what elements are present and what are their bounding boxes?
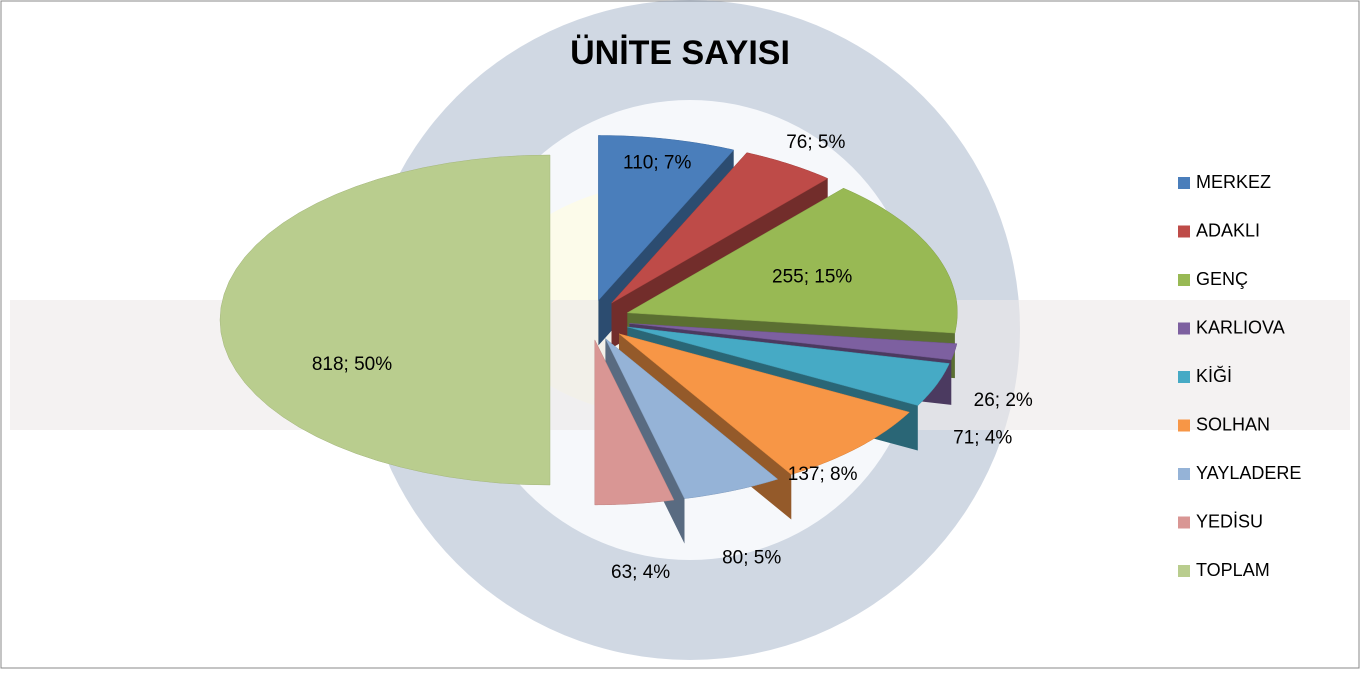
data-label: 110; 7% [623,152,691,173]
legend-swatch [1178,565,1190,577]
data-label: 76; 5% [786,132,845,153]
legend-label: KİĞİ [1196,365,1232,386]
legend-swatch [1178,468,1190,480]
legend-swatch [1178,420,1190,432]
legend-label: TOPLAM [1196,560,1270,580]
legend-label: YAYLADERE [1196,463,1301,483]
legend-label: SOLHAN [1196,414,1270,434]
data-label: 71; 4% [953,428,1012,449]
legend-label: KARLIOVA [1196,317,1285,337]
legend-label: YEDİSU [1196,511,1263,531]
legend-swatch [1178,274,1190,286]
chart-title: ÜNİTE SAYISI [570,34,790,72]
data-label: 137; 8% [788,464,858,485]
legend-swatch [1178,323,1190,335]
legend-swatch [1178,226,1190,238]
legend-swatch [1178,371,1190,383]
data-label: 63; 4% [611,562,670,583]
legend-label: GENÇ [1196,269,1248,289]
data-label: 818; 50% [312,354,392,375]
legend-swatch [1178,517,1190,529]
chart: ÜNİTE SAYISI MERKEZ ADAKLI GENÇ KARLIOVA KİĞ… [0,0,1360,669]
legend-label: MERKEZ [1196,172,1271,192]
data-label: 26; 2% [974,390,1033,411]
data-label: 80; 5% [722,548,781,569]
data-label: 255; 15% [772,266,852,287]
legend-swatch [1178,177,1190,189]
legend-label: ADAKLI [1196,220,1260,240]
